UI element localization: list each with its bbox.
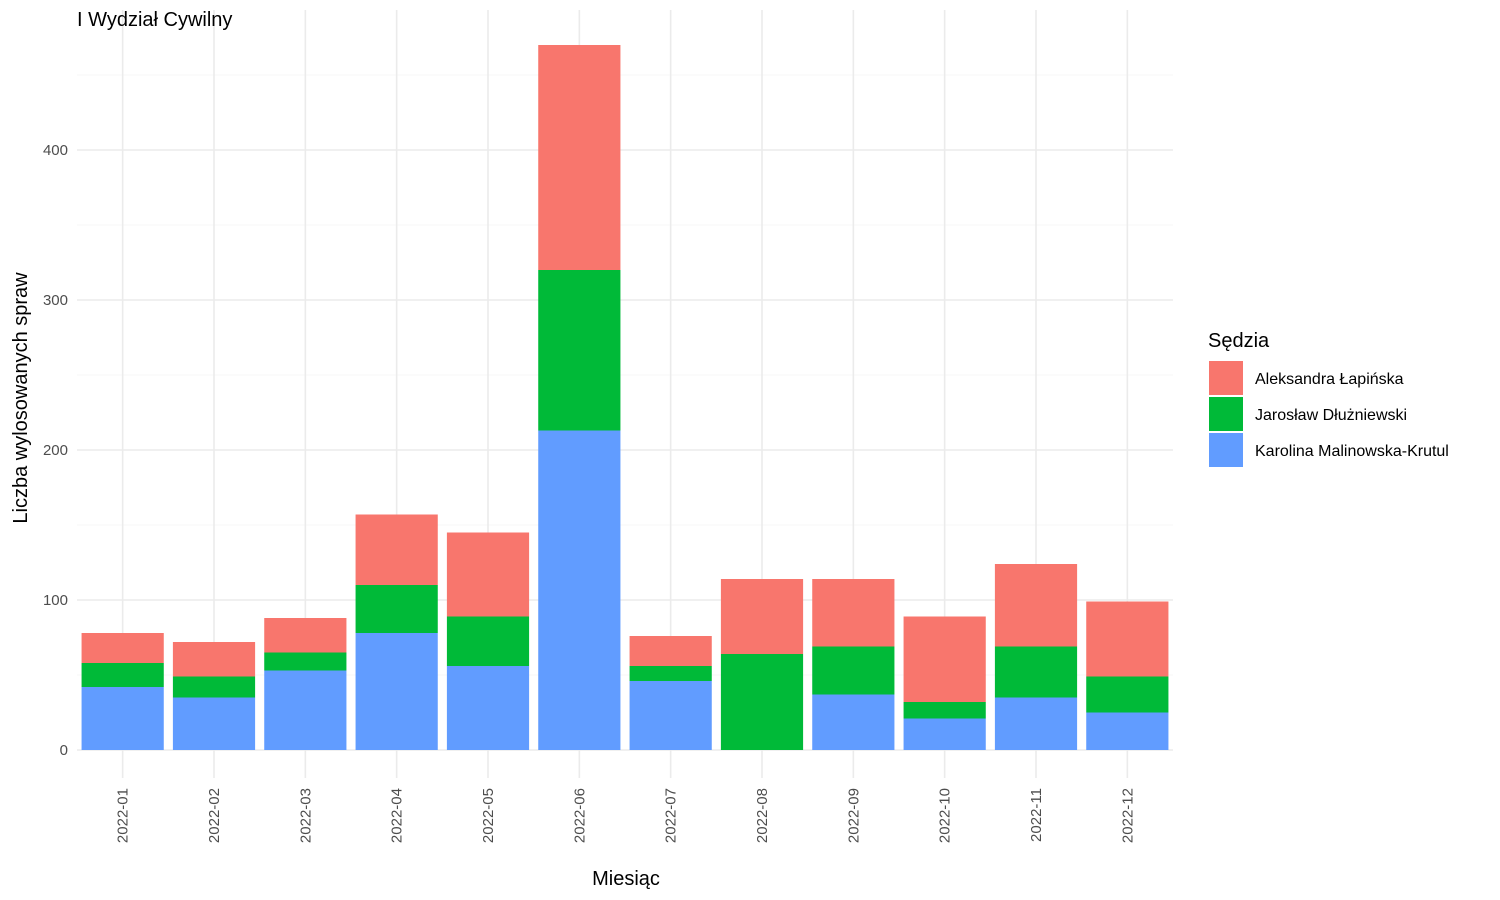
bar-segment [720, 579, 804, 654]
bar-segment [264, 618, 347, 653]
legend-label: Aleksandra Łapińska [1255, 371, 1404, 388]
y-tick-label: 300 [43, 292, 68, 309]
bar-segment [538, 45, 621, 270]
bar-segment [1086, 601, 1169, 677]
legend-label: Jarosław Dłużniewski [1255, 407, 1407, 424]
x-tick-label: 2022-07 [663, 788, 680, 843]
bar-segment [446, 616, 530, 666]
bar-segment [1086, 712, 1169, 750]
bar-segment [629, 636, 712, 666]
legend-label: Karolina Malinowska-Krutul [1255, 443, 1449, 460]
bar-segment [446, 532, 530, 617]
x-axis-ticks: 2022-01 2022-02 2022-03 2022-04 2022-05 2022-… [115, 788, 1137, 843]
bar-segment [720, 654, 804, 750]
x-tick-label: 2022-04 [389, 788, 406, 843]
y-tick-label: 400 [43, 142, 68, 159]
y-tick-label: 100 [43, 592, 68, 609]
bar-segment [81, 663, 164, 687]
x-tick-label: 2022-09 [845, 788, 862, 843]
bar-segment [355, 514, 438, 585]
bar-segment [172, 642, 256, 677]
bar-segment [538, 430, 621, 750]
bar-segment [903, 718, 986, 750]
bar-segment [629, 666, 712, 681]
legend-swatch [1209, 361, 1243, 395]
y-axis-title: Liczba wylosowanych spraw [10, 272, 32, 524]
bars [81, 45, 1169, 750]
x-tick-label: 2022-10 [937, 788, 954, 843]
x-tick-label: 2022-01 [115, 788, 132, 843]
bar-segment [81, 687, 164, 750]
bar-segment [355, 633, 438, 750]
x-tick-label: 2022-11 [1028, 788, 1045, 842]
bar-segment [994, 646, 1078, 698]
bar-segment [903, 702, 986, 719]
x-axis-title: Miesiąc [592, 868, 660, 890]
bar-segment [903, 616, 986, 702]
bar-segment [629, 681, 712, 750]
bar-segment [1086, 676, 1169, 713]
x-tick-label: 2022-03 [297, 788, 314, 843]
bar-segment [172, 676, 256, 698]
x-tick-label: 2022-02 [206, 788, 223, 843]
bar-segment [812, 579, 895, 647]
bar-segment [172, 697, 256, 750]
bar-segment [355, 585, 438, 633]
y-tick-label: 0 [60, 742, 68, 759]
x-tick-label: 2022-05 [480, 788, 497, 843]
bar-segment [264, 670, 347, 750]
bar-segment [994, 564, 1078, 647]
legend-title: Sędzia [1208, 330, 1270, 352]
bar-segment [994, 697, 1078, 750]
y-axis-ticks: 0 100 200 300 400 [43, 142, 68, 759]
legend-swatch [1209, 433, 1243, 467]
bar-segment [81, 633, 164, 663]
y-tick-label: 200 [43, 442, 68, 459]
x-tick-label: 2022-12 [1119, 788, 1136, 843]
legend-swatch [1209, 397, 1243, 431]
bar-segment [538, 270, 621, 431]
chart-title: I Wydział Cywilny [77, 9, 232, 31]
bar-segment [812, 694, 895, 750]
x-tick-label: 2022-08 [754, 788, 771, 843]
bar-segment [812, 646, 895, 695]
bar-segment [264, 652, 347, 671]
legend: Sędzia Aleksandra Łapińska Jarosław Dłużn… [1208, 330, 1449, 467]
x-tick-label: 2022-06 [571, 788, 588, 843]
bar-segment [446, 666, 530, 750]
